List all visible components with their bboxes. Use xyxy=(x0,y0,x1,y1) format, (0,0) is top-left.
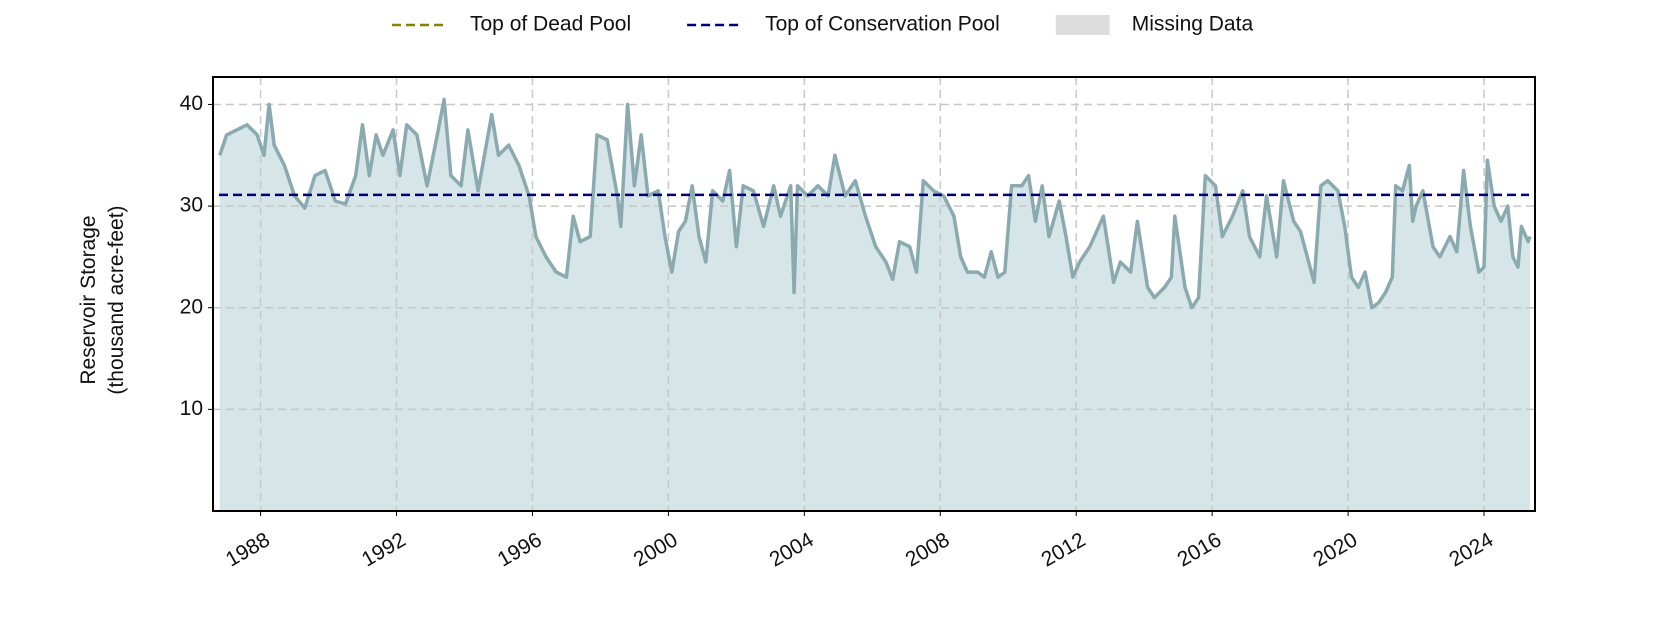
x-tick-label: 2020 xyxy=(1309,528,1361,571)
plot-frame xyxy=(212,76,1536,512)
legend-label: Top of Dead Pool xyxy=(470,13,631,36)
x-tick-label: 2024 xyxy=(1445,528,1497,571)
y-label-line: (thousand acre-feet) xyxy=(105,205,128,394)
x-tick-label: 2016 xyxy=(1173,528,1225,571)
x-tick-label: 1996 xyxy=(494,528,546,571)
y-axis-label: Reservoir Storage (thousand acre-feet) xyxy=(77,205,128,394)
y-tick-label: 10 xyxy=(180,397,203,420)
x-tick-label: 2000 xyxy=(630,528,682,571)
y-tick-label: 40 xyxy=(180,92,203,115)
x-tick-label: 1988 xyxy=(222,528,274,571)
y-tick-label: 30 xyxy=(180,194,203,217)
area xyxy=(219,99,1530,512)
x-tick-label: 2008 xyxy=(902,528,954,571)
legend-label: Top of Conservation Pool xyxy=(765,13,1000,36)
x-tick-label: 2012 xyxy=(1038,528,1090,571)
x-tick-label: 2004 xyxy=(766,528,818,571)
y-tick-label: 20 xyxy=(180,295,203,318)
legend-label: Missing Data xyxy=(1132,13,1254,36)
x-tick-label: 1992 xyxy=(358,528,410,571)
storage-line xyxy=(218,97,1532,310)
legend-swatch xyxy=(1055,15,1110,35)
y-label-line: Reservoir Storage xyxy=(77,215,100,384)
